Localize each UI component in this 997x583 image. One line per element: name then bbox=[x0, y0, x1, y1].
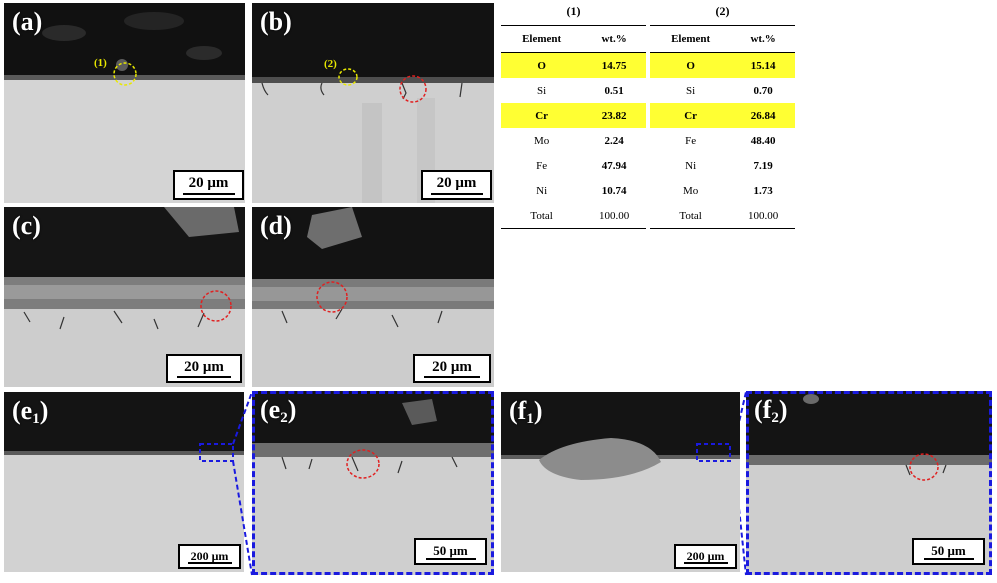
panel-c: (c) 20 μm bbox=[4, 207, 245, 387]
eds-table-2: (2) Element wt.% O 15.14 Si 0.70 Cr 26.84 F… bbox=[650, 4, 795, 229]
table-row: Fe 48.40 bbox=[685, 134, 776, 147]
scale-bar: 20 μm bbox=[421, 170, 492, 200]
zoom-region-box bbox=[696, 443, 731, 462]
table-row: Ni 10.74 bbox=[536, 184, 627, 197]
table-row: Mo 2.24 bbox=[533, 134, 624, 147]
zoom-frame bbox=[746, 391, 992, 575]
panel-a: (a) (1) 20 μm bbox=[4, 3, 245, 203]
panel-label: (f2) bbox=[754, 395, 788, 426]
table-row: Mo 1.73 bbox=[682, 184, 773, 197]
table-caption: (2) bbox=[715, 4, 730, 18]
marker-circle-2 bbox=[338, 68, 358, 86]
crack-marker-circle bbox=[346, 449, 380, 479]
panel-label: (e2) bbox=[260, 395, 297, 426]
table-row: Total 100.00 bbox=[650, 203, 795, 229]
panel-d: (d) 20 μm bbox=[252, 207, 494, 387]
col-header-wt: wt.% bbox=[731, 25, 795, 53]
sem-image-f1 bbox=[501, 392, 740, 572]
zoom-region-box bbox=[199, 443, 234, 462]
table-row: Total 100.00 bbox=[501, 203, 646, 229]
scale-bar: 200 μm bbox=[674, 544, 737, 569]
panel-label: (f1) bbox=[509, 396, 543, 427]
col-header-element: Element bbox=[650, 25, 732, 53]
table-row: Si 0.70 bbox=[686, 84, 773, 97]
panel-f1: (f1) 200 μm bbox=[501, 392, 740, 572]
panel-label: (c) bbox=[12, 211, 41, 240]
scale-bar: 20 μm bbox=[166, 354, 242, 383]
panel-label: (a) bbox=[12, 7, 43, 36]
sem-image-a bbox=[4, 3, 245, 203]
sem-image-e2 bbox=[252, 391, 494, 575]
col-header-element: Element bbox=[501, 25, 583, 53]
table-row: Cr 26.84 bbox=[650, 103, 795, 128]
scale-bar: 200 μm bbox=[178, 544, 241, 569]
panel-b: (b) (2) 20 μm bbox=[252, 3, 494, 203]
col-header-wt: wt.% bbox=[582, 25, 646, 53]
crack-marker-circle bbox=[316, 281, 348, 313]
marker-label-1: (1) bbox=[94, 57, 107, 69]
panel-f2: (f2) 50 μm bbox=[746, 391, 992, 575]
table-caption: (1) bbox=[566, 4, 581, 18]
panel-label: (d) bbox=[260, 211, 292, 240]
panel-label: (b) bbox=[260, 7, 292, 36]
table-row: Fe 47.94 bbox=[536, 159, 627, 172]
table-row: Ni 7.19 bbox=[685, 159, 773, 172]
marker-circle-1 bbox=[113, 62, 137, 86]
panel-e2: (e2) 50 μm bbox=[252, 391, 494, 575]
table-row: Cr 23.82 bbox=[501, 103, 646, 128]
panel-e1: (e1) 200 μm bbox=[4, 392, 244, 572]
crack-marker-circle bbox=[909, 453, 939, 481]
table-row: O 15.14 bbox=[650, 52, 795, 78]
sem-image-b bbox=[252, 3, 494, 203]
crack-marker-circle bbox=[200, 290, 232, 322]
sem-image-c bbox=[4, 207, 245, 387]
zoom-frame bbox=[252, 391, 494, 575]
marker-label-2: (2) bbox=[324, 58, 337, 70]
table-row: O 14.75 bbox=[501, 52, 646, 78]
eds-table-1: (1) Element wt.% O 14.75 Si 0.51 Cr 23.82 M… bbox=[501, 4, 646, 229]
sem-image-e1 bbox=[4, 392, 244, 572]
scale-bar: 50 μm bbox=[912, 538, 985, 565]
crack-marker-circle bbox=[399, 75, 427, 103]
scale-bar: 20 μm bbox=[173, 170, 244, 200]
scale-bar: 50 μm bbox=[414, 538, 487, 565]
scale-bar: 20 μm bbox=[413, 354, 491, 383]
panel-label: (e1) bbox=[12, 396, 49, 427]
table-row: Si 0.51 bbox=[537, 84, 624, 97]
